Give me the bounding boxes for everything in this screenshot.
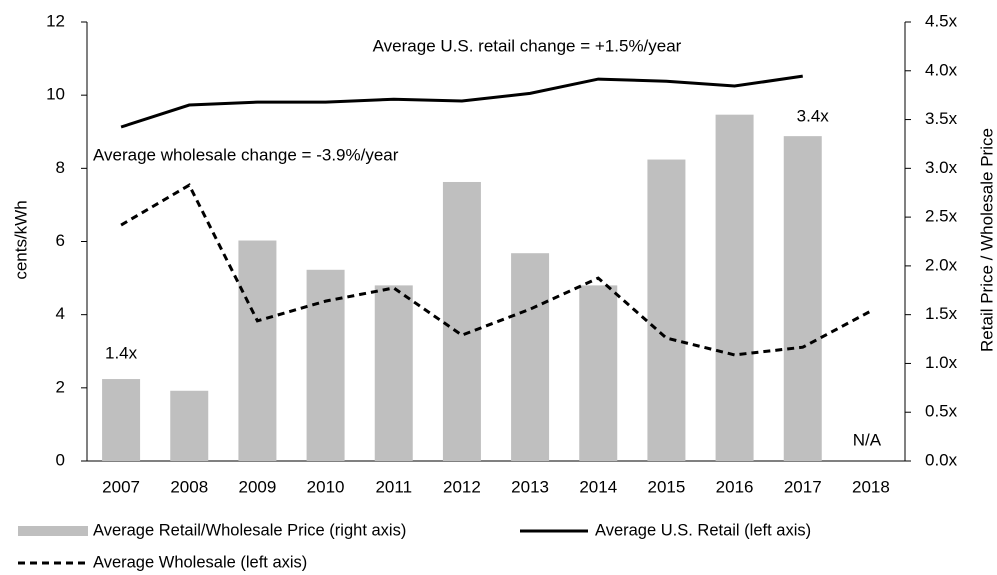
- y-tick-label: 2: [56, 377, 65, 396]
- y2-tick-label: 1.5x: [925, 304, 958, 323]
- legend-label: Average Retail/Wholesale Price (right ax…: [93, 521, 406, 539]
- y2-tick-label: 3.5x: [925, 109, 958, 128]
- y-tick-label: 6: [56, 231, 65, 250]
- annotation: N/A: [853, 430, 882, 449]
- annotation: Average U.S. retail change = +1.5%/year: [373, 36, 682, 55]
- line-series: [120, 183, 872, 357]
- bar: [511, 253, 550, 461]
- bar: [374, 285, 413, 461]
- x-tick-label: 2007: [102, 477, 140, 496]
- y-tick-label: 0: [56, 450, 65, 469]
- x-tick-label: 2009: [239, 477, 277, 496]
- y2-tick-label: 2.5x: [925, 207, 958, 226]
- bar: [579, 285, 618, 461]
- annotation: Average wholesale change = -3.9%/year: [93, 145, 399, 164]
- bar: [170, 390, 209, 461]
- y-axis-label: cents/kWh: [11, 200, 30, 279]
- x-tick-label: 2012: [443, 477, 481, 496]
- y2-tick-label: 0.5x: [925, 402, 958, 421]
- annotation: 3.4x: [797, 106, 830, 125]
- x-tick-label: 2014: [579, 477, 617, 496]
- y-tick-label: 4: [56, 304, 65, 323]
- x-tick-label: 2011: [375, 477, 412, 496]
- bar: [647, 159, 686, 461]
- y2-tick-label: 4.0x: [925, 60, 958, 79]
- x-tick-label: 2016: [716, 477, 754, 496]
- y2-tick-label: 2.0x: [925, 255, 958, 274]
- bar: [442, 181, 481, 462]
- bar: [715, 114, 754, 461]
- y-tick-label: 10: [46, 85, 65, 104]
- y2-tick-label: 4.5x: [925, 11, 958, 30]
- legend-label: Average U.S. Retail (left axis): [595, 521, 811, 539]
- y2-axis-label: Retail Price / Wholesale Price: [977, 128, 996, 352]
- x-tick-label: 2008: [170, 477, 208, 496]
- bar: [238, 240, 277, 461]
- y2-tick-label: 3.0x: [925, 158, 958, 177]
- x-tick-label: 2010: [307, 477, 345, 496]
- bar: [102, 379, 141, 461]
- x-tick-label: 2017: [784, 477, 822, 496]
- legend-label: Average Wholesale (left axis): [93, 553, 307, 571]
- x-tick-label: 2013: [511, 477, 549, 496]
- line-series: [120, 74, 803, 129]
- y-tick-label: 8: [56, 158, 65, 177]
- bar: [783, 136, 822, 461]
- x-tick-label: 2015: [648, 477, 686, 496]
- legend-swatch: [18, 526, 88, 536]
- annotation: 1.4x: [105, 343, 138, 362]
- y-tick-label: 12: [46, 11, 65, 30]
- y2-tick-label: 0.0x: [925, 450, 958, 469]
- x-tick-label: 2018: [852, 477, 890, 496]
- y2-tick-label: 1.0x: [925, 353, 958, 372]
